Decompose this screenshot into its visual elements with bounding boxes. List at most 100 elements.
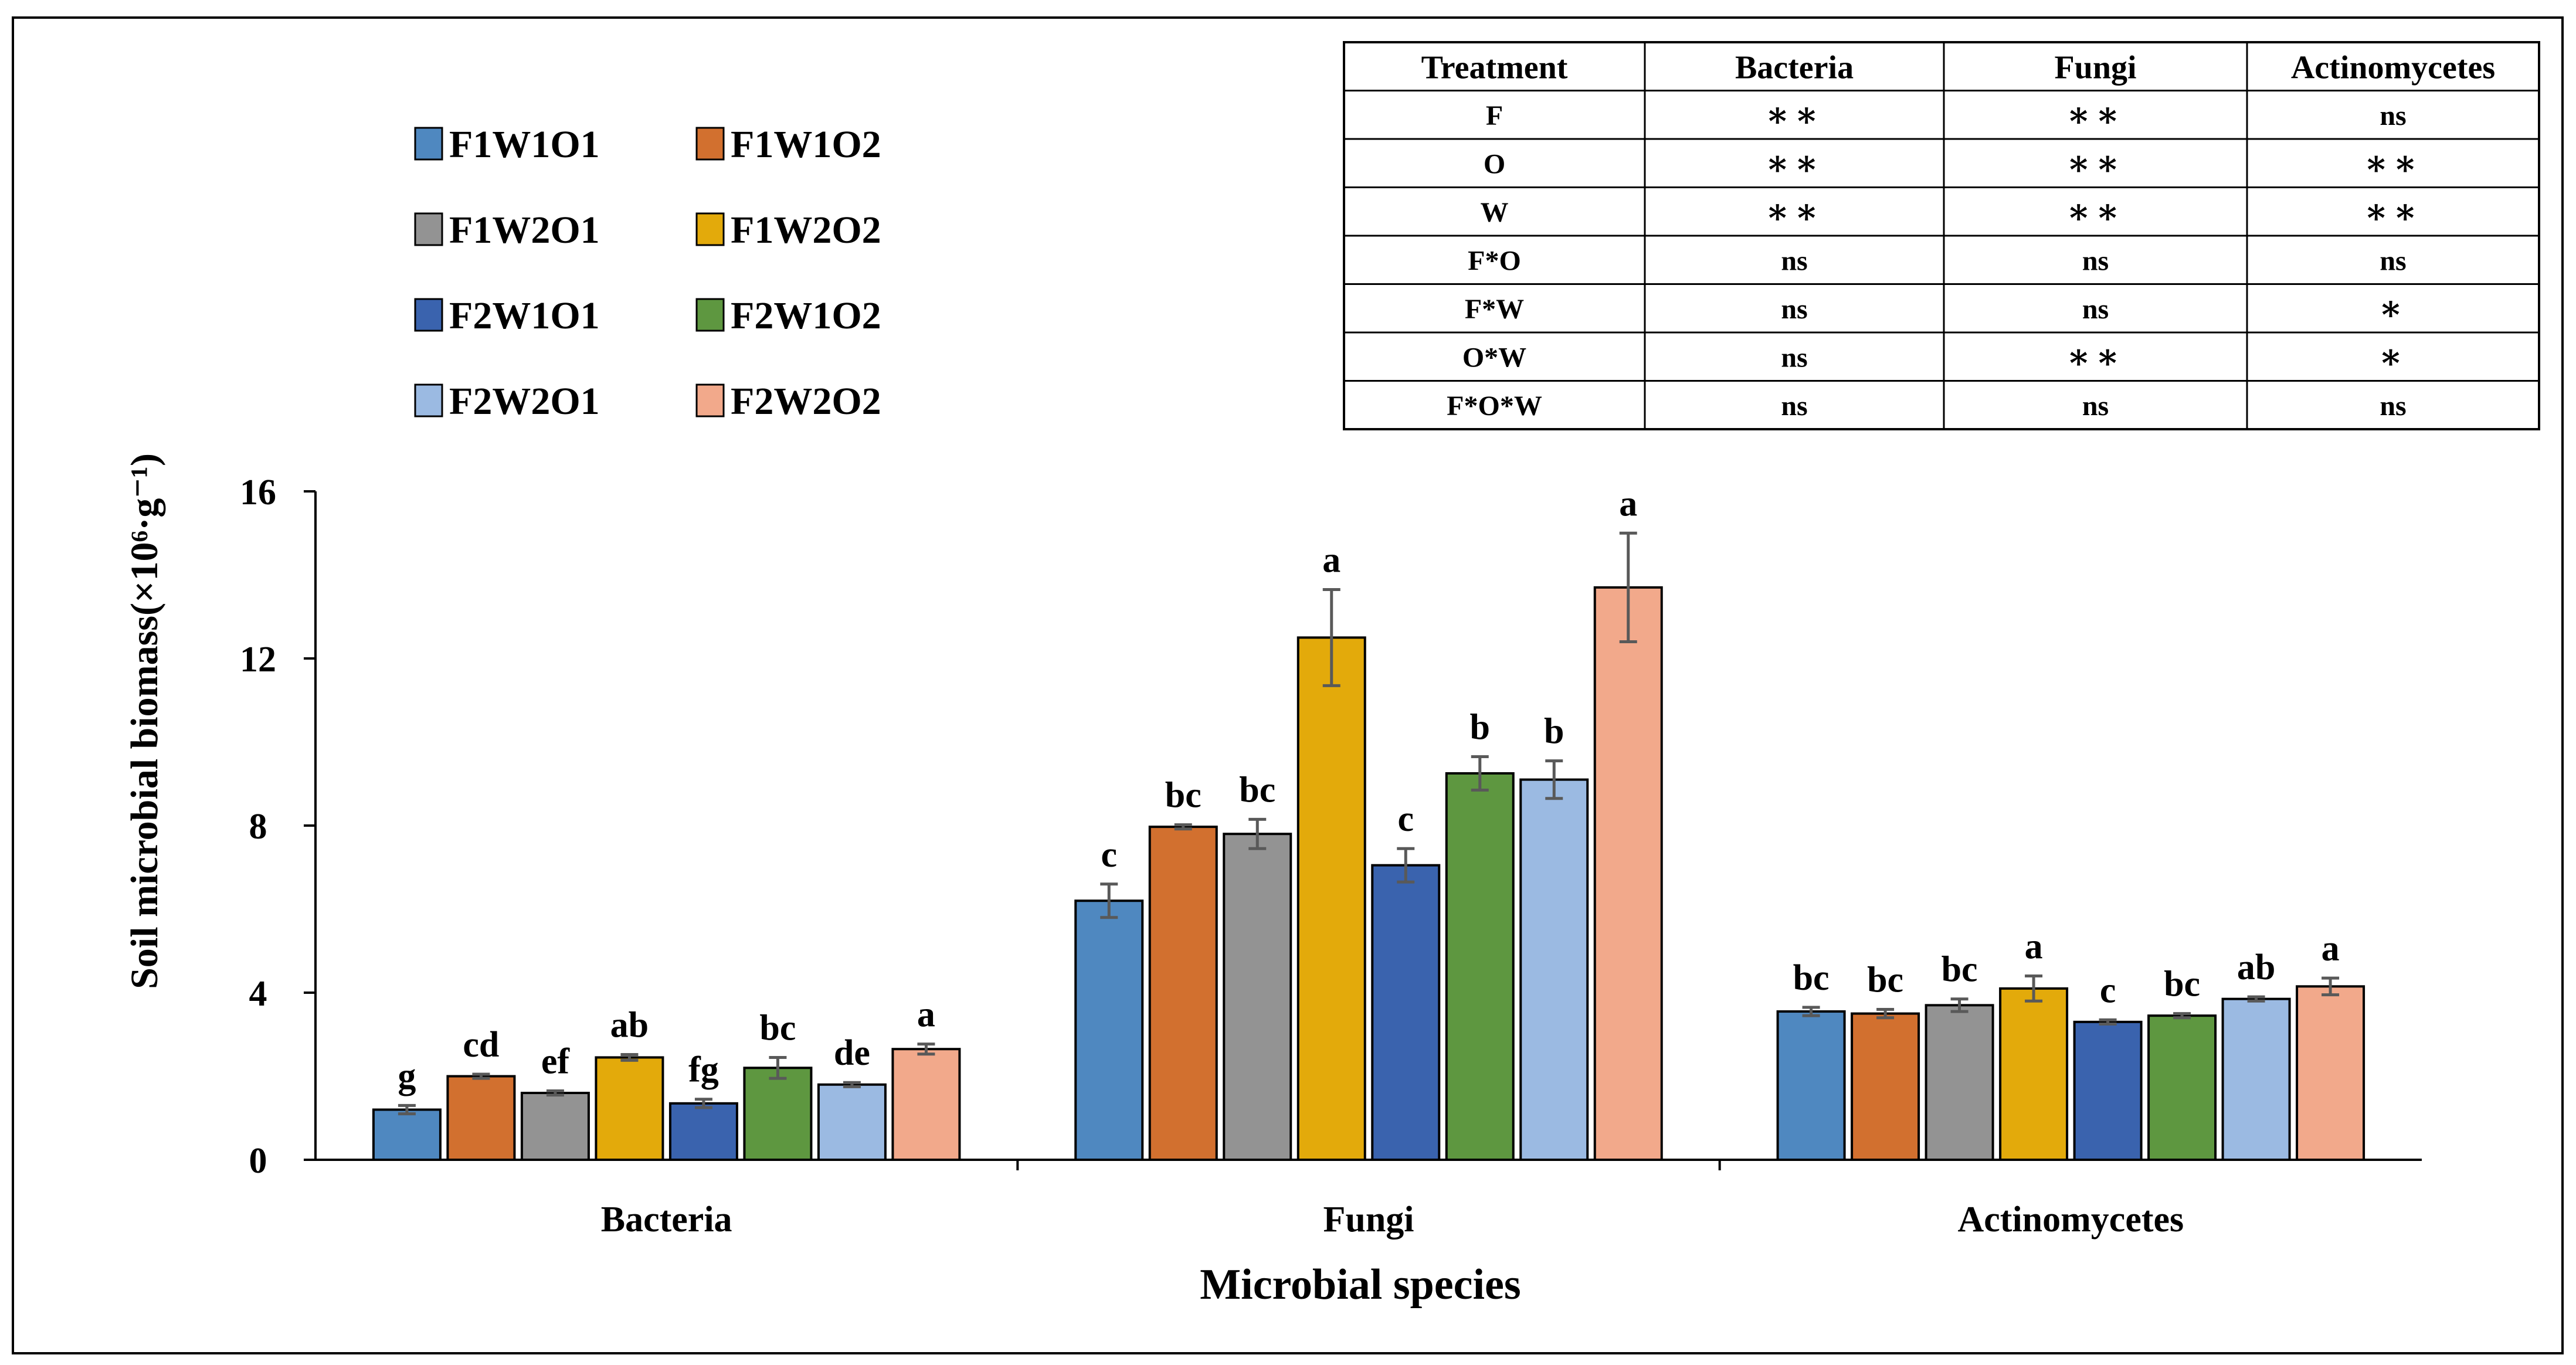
legend-label-f1w1o1: F1W1O1 <box>449 123 600 166</box>
bar-f2w2o2-fungi <box>1593 586 1663 1161</box>
legend-swatch-f1w1o2 <box>695 127 725 161</box>
bar-f2w2o1-fungi <box>1519 778 1589 1161</box>
table-row-label: O*W <box>1462 342 1526 373</box>
bar-f1w2o1-actinomycetes <box>1925 1004 1994 1161</box>
table-row-label: F*O <box>1468 245 1521 276</box>
significance-letter: a <box>2322 929 2340 969</box>
table-cell: ns <box>2380 100 2406 131</box>
significance-letter: bc <box>759 1008 796 1048</box>
table-cell: ns <box>2082 294 2109 325</box>
table-cell: ∗∗ <box>2066 144 2124 182</box>
significance-letter: ab <box>2237 948 2275 987</box>
table-cell: ns <box>2082 245 2109 276</box>
significance-letter: bc <box>1239 770 1275 810</box>
y-tick-label: 4 <box>249 974 267 1014</box>
significance-letter: bc <box>1867 960 1903 1000</box>
table-cell: ∗∗ <box>1766 192 1824 231</box>
significance-letter: bc <box>1165 776 1202 816</box>
bar-f1w2o1-bacteria <box>520 1092 590 1161</box>
legend: F1W1O1 F1W1O2 F1W2O1 F1W2O2 F2W1O1 F2W1O2 F2W2… <box>414 123 881 423</box>
significance-letter: a <box>1619 484 1637 524</box>
bar-f1w1o2-bacteria <box>446 1075 516 1161</box>
x-axis-title: Microbial species <box>1200 1261 1521 1309</box>
legend-swatch-f1w1o1 <box>414 127 443 161</box>
y-axis-title: Soil microbial biomass(×10⁶·g⁻¹) <box>123 453 166 989</box>
table-cell: ∗ <box>2378 289 2407 328</box>
legend-swatch-f2w2o1 <box>414 383 443 417</box>
table-row-label: O <box>1484 148 1505 179</box>
x-category-label: Fungi <box>1323 1200 1414 1240</box>
significance-letter: a <box>2025 927 2043 967</box>
x-category-label: Bacteria <box>601 1200 732 1240</box>
bar-f1w1o2-fungi <box>1148 826 1218 1161</box>
bar-f1w1o2-actinomycetes <box>1851 1012 1920 1161</box>
table-cell: ns <box>2082 391 2109 422</box>
legend-label-f2w1o2: F2W1O2 <box>731 294 881 337</box>
y-tick-label: 0 <box>249 1141 267 1181</box>
significance-letter: cd <box>463 1025 499 1065</box>
significance-letter: bc <box>1793 958 1830 998</box>
table-cell: ∗∗ <box>1766 144 1824 182</box>
bar-f1w2o2-bacteria <box>595 1056 664 1161</box>
significance-letter: a <box>1322 540 1340 580</box>
table-cell: ns <box>1781 342 1807 373</box>
legend-swatch-f2w1o2 <box>695 298 725 332</box>
legend-label-f1w1o2: F1W1O2 <box>731 123 881 166</box>
legend-swatch-f1w2o1 <box>414 212 443 246</box>
significance-letter: b <box>1470 707 1490 747</box>
significance-letter: de <box>834 1033 870 1073</box>
significance-letter: b <box>1544 712 1564 752</box>
table-cell: ns <box>1781 245 1807 276</box>
table-header-bacteria: Bacteria <box>1735 49 1854 86</box>
legend-swatch-f1w2o2 <box>695 212 725 246</box>
significance-letter: fg <box>688 1050 719 1090</box>
bar-f2w1o1-actinomycetes <box>2073 1020 2143 1161</box>
bar-f1w1o1-bacteria <box>372 1108 442 1161</box>
legend-label-f2w1o1: F2W1O1 <box>449 294 600 337</box>
table-cell: ∗∗ <box>2364 192 2422 231</box>
bar-f1w1o1-actinomycetes <box>1776 1010 1846 1161</box>
table-cell: ∗ <box>2378 337 2407 376</box>
bar-f2w2o2-bacteria <box>891 1048 961 1161</box>
table-row-label: F*W <box>1465 294 1524 325</box>
table-header-treatment: Treatment <box>1421 49 1568 86</box>
significance-letter: c <box>2100 970 2116 1010</box>
table-cell: ∗∗ <box>2066 337 2124 376</box>
table-cell: ∗∗ <box>2364 144 2422 182</box>
bar-f1w2o2-actinomycetes <box>1999 987 2069 1161</box>
legend-label-f1w2o2: F1W2O2 <box>731 209 881 252</box>
table-cell: ∗∗ <box>1766 96 1824 134</box>
legend-swatch-f2w2o2 <box>695 383 725 417</box>
significance-letter: a <box>917 995 935 1035</box>
table-cell: ns <box>1781 294 1807 325</box>
table-cell: ∗∗ <box>2066 192 2124 231</box>
legend-swatch-f2w1o1 <box>414 298 443 332</box>
bar-f1w1o1-fungi <box>1074 899 1144 1161</box>
table-row-label: W <box>1481 197 1509 228</box>
bar-f2w1o1-bacteria <box>668 1102 738 1161</box>
bar-f2w2o2-actinomycetes <box>2296 985 2365 1161</box>
table-header-fungi: Fungi <box>2054 49 2136 86</box>
table-row-label: F*O*W <box>1447 391 1542 422</box>
legend-label-f1w2o1: F1W2O1 <box>449 209 600 252</box>
significance-letter: ab <box>610 1005 649 1045</box>
bar-f2w1o2-actinomycetes <box>2147 1014 2217 1161</box>
table-cell: ∗∗ <box>2066 96 2124 134</box>
table-cell: ns <box>2380 391 2406 422</box>
legend-label-f2w2o1: F2W2O1 <box>449 380 600 423</box>
table-header-actinomycetes: Actinomycetes <box>2291 49 2495 86</box>
bar-f1w2o1-fungi <box>1223 833 1292 1161</box>
significance-letter: bc <box>2164 965 2200 1004</box>
significance-letter: g <box>398 1056 416 1096</box>
bar-f2w2o1-actinomycetes <box>2221 997 2291 1161</box>
y-tick-label: 16 <box>240 473 276 512</box>
table-cell: ns <box>2380 245 2406 276</box>
bar-f2w1o2-bacteria <box>743 1067 813 1161</box>
x-category-label: Actinomycetes <box>1958 1200 2184 1240</box>
significance-letter: bc <box>1942 950 1978 990</box>
significance-letter: ef <box>541 1041 571 1081</box>
table-row-label: F <box>1486 100 1503 131</box>
